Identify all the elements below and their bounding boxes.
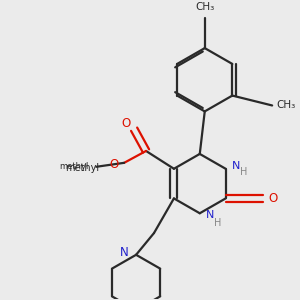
Text: CH₃: CH₃ [195,2,214,12]
Text: methyl: methyl [65,163,99,173]
Text: methyl: methyl [59,162,88,171]
Text: N: N [120,246,128,259]
Text: H: H [240,167,247,177]
Text: O: O [110,158,119,171]
Text: N: N [231,161,240,171]
Text: CH₃: CH₃ [277,100,296,110]
Text: H: H [214,218,221,228]
Text: N: N [206,210,214,220]
Text: O: O [122,117,131,130]
Text: O: O [269,192,278,205]
